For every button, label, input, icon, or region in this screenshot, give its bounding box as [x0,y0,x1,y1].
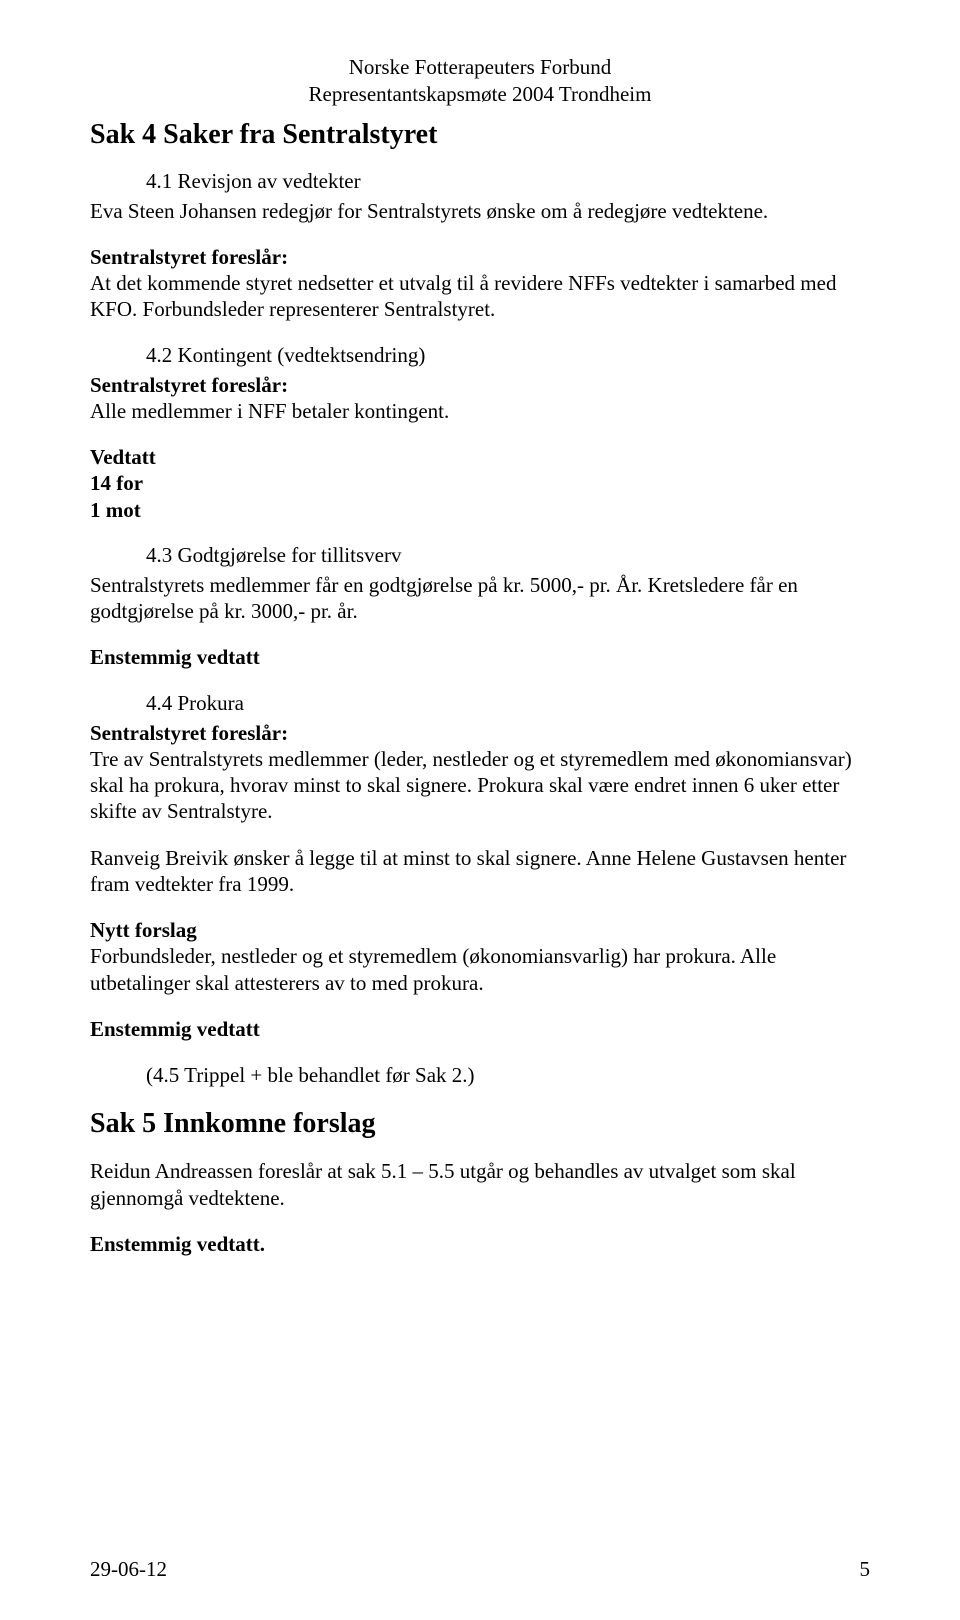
sak4-1-proposal: Sentralstyret foreslår: At det kommende … [90,244,870,323]
header-line-2: Representantskapsmøte 2004 Trondheim [90,81,870,108]
sak4-4-note: (4.5 Trippel + ble behandlet før Sak 2.) [146,1062,870,1088]
footer-pagenum: 5 [860,1557,871,1582]
sak4-4-bold1: Sentralstyret foreslår: [90,720,870,746]
vote-for: 14 for [90,470,870,496]
sak4-title: Sak 4 Saker fra Sentralstyret [90,119,870,151]
sak4-4-result: Enstemmig vedtatt [90,1016,870,1042]
sak5-p1: Reidun Andreassen foreslår at sak 5.1 – … [90,1158,870,1211]
page-container: Norske Fotterapeuters Forbund Representa… [0,0,960,1620]
sak4-2-heading: 4.2 Kontingent (vedtektsendring) [146,343,870,368]
document-header: Norske Fotterapeuters Forbund Representa… [90,54,870,109]
sak4-3-heading: 4.3 Godtgjørelse for tillitsverv [146,543,870,568]
sak4-4-p2: Ranveig Breivik ønsker å legge til at mi… [90,845,870,898]
sak4-4-proposal: Sentralstyret foreslår: Tre av Sentralst… [90,720,870,825]
sak4-4-p1: Tre av Sentralstyrets medlemmer (leder, … [90,746,870,825]
sak4-2-p1: Alle medlemmer i NFF betaler kontingent. [90,398,870,424]
sak4-3-result: Enstemmig vedtatt [90,644,870,670]
sak4-4-newproposal: Nytt forslag Forbundsleder, nestleder og… [90,917,870,996]
vote-mot: 1 mot [90,497,870,523]
sak5-title: Sak 5 Innkomne forslag [90,1108,870,1140]
sak4-1-p1: Eva Steen Johansen redegjør for Sentrals… [90,198,870,224]
sak4-2-bold: Sentralstyret foreslår: [90,372,870,398]
sak4-2-vote: Vedtatt 14 for 1 mot [90,444,870,523]
vote-vedtatt: Vedtatt [90,444,870,470]
sak4-1-bold: Sentralstyret foreslår: [90,244,870,270]
header-line-1: Norske Fotterapeuters Forbund [90,54,870,81]
sak4-4-p3: Forbundsleder, nestleder og et styremedl… [90,943,870,996]
sak4-4-bold2: Nytt forslag [90,917,870,943]
sak4-1-p2: At det kommende styret nedsetter et utva… [90,270,870,323]
sak4-4-heading: 4.4 Prokura [146,691,870,716]
sak5-result: Enstemmig vedtatt. [90,1231,870,1257]
page-footer: 29-06-12 5 [90,1557,870,1582]
sak4-3-p1: Sentralstyrets medlemmer får en godtgjør… [90,572,870,625]
footer-date: 29-06-12 [90,1557,167,1582]
sak4-2-proposal: Sentralstyret foreslår: Alle medlemmer i… [90,372,870,425]
sak4-1-heading: 4.1 Revisjon av vedtekter [146,169,870,194]
